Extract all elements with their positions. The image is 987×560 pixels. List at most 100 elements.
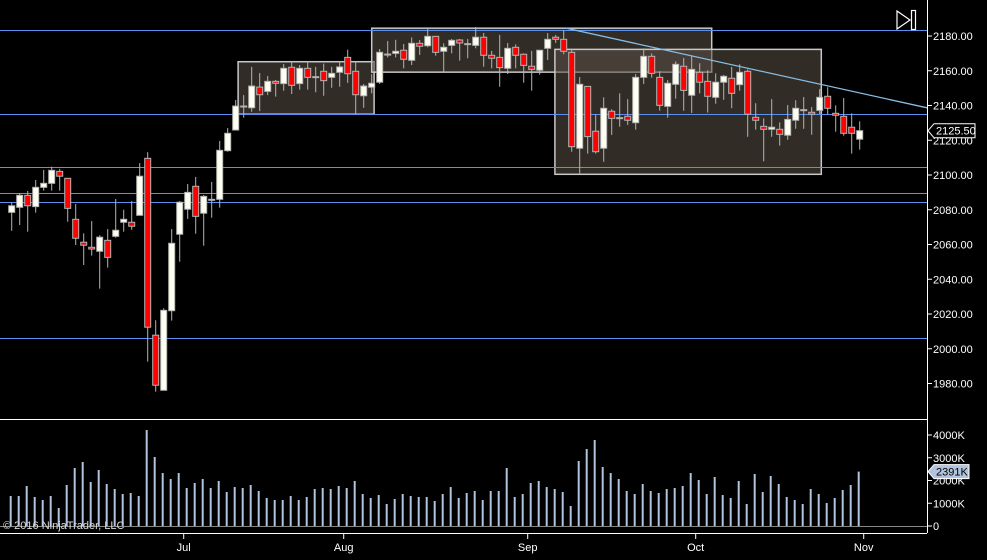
volume-bar — [593, 440, 596, 526]
trendline-group — [565, 27, 928, 109]
candle — [392, 39, 400, 58]
candle-body-down — [416, 42, 424, 47]
candle — [144, 152, 152, 362]
candle — [624, 99, 632, 125]
candle — [400, 43, 408, 69]
candle — [224, 128, 232, 152]
volume-bar — [625, 491, 628, 526]
candle — [104, 229, 112, 268]
candle — [512, 44, 520, 69]
volume-bar — [785, 496, 788, 526]
candle — [832, 105, 840, 132]
price-tick-label: 2140.00 — [933, 101, 973, 113]
candle-body-down — [152, 334, 160, 386]
candle-body-up — [408, 42, 416, 61]
volume-bar — [17, 495, 20, 526]
candle — [240, 95, 248, 118]
volume-bar — [569, 506, 572, 526]
volume-tick-label: 1000K — [933, 498, 965, 510]
candle — [752, 103, 760, 130]
candle-body-up — [32, 186, 40, 208]
candle — [368, 74, 376, 94]
candle-body-up — [504, 47, 512, 69]
volume-bar — [249, 485, 252, 526]
volume-bar — [761, 492, 764, 526]
price-tick-label: 2080.00 — [933, 205, 973, 217]
volume-bar — [769, 475, 772, 526]
time-tick-label: Nov — [854, 542, 874, 554]
candle-body-up — [296, 67, 304, 85]
candle-body-down — [568, 51, 576, 148]
volume-bar — [793, 499, 796, 526]
candle-body-up — [184, 191, 192, 210]
candle-body-down — [104, 239, 112, 258]
candle-body-down — [496, 56, 504, 69]
volume-bar — [49, 495, 52, 526]
volume-bar — [153, 456, 156, 526]
candle-body-down — [352, 70, 360, 96]
volume-bar — [369, 497, 372, 526]
candle-body-up — [784, 118, 792, 136]
time-tick-label: Oct — [687, 542, 704, 554]
price-tick-label: 2180.00 — [933, 31, 973, 43]
rectangle-zone — [554, 48, 823, 176]
candle — [432, 35, 440, 56]
candle — [112, 198, 120, 238]
candle — [456, 38, 464, 61]
candle — [776, 122, 784, 146]
candle-body-down — [400, 49, 408, 60]
candle-body-up — [720, 75, 728, 83]
volume-bar — [753, 474, 756, 526]
candle-body-down — [272, 80, 280, 84]
candle — [216, 140, 224, 208]
candle-body-up — [472, 36, 480, 46]
volume-bar — [737, 481, 740, 526]
volume-bar — [169, 478, 172, 526]
candle-body-up — [208, 198, 216, 201]
candle-body-down — [64, 177, 72, 209]
volume-bar — [137, 495, 140, 526]
candle-body-down — [656, 76, 664, 106]
volume-bar — [217, 481, 220, 526]
volume-bar — [657, 493, 660, 526]
candle-body-down — [592, 130, 600, 153]
scroll-to-end-icon[interactable] — [895, 9, 919, 31]
candle — [488, 50, 496, 69]
candle — [264, 75, 272, 96]
volume-bar — [305, 496, 308, 526]
candle — [376, 49, 384, 84]
candle-body-up — [168, 242, 176, 312]
volume-bar — [697, 479, 700, 526]
candle-body-down — [56, 170, 64, 177]
candle — [280, 63, 288, 91]
candle-body-up — [328, 72, 336, 78]
candle-body-down — [584, 85, 592, 138]
candle — [64, 177, 72, 222]
trendline — [565, 27, 928, 109]
volume-bar — [177, 473, 180, 526]
volume-bar — [121, 494, 124, 526]
candle — [680, 58, 688, 111]
candle — [440, 43, 448, 72]
copyright-text: © 2016 NinjaTrader, LLC — [3, 520, 125, 532]
candle — [360, 83, 368, 108]
candle — [248, 66, 256, 112]
volume-bar — [481, 499, 484, 526]
candle-body-down — [648, 55, 656, 74]
candle — [48, 166, 56, 191]
candle-body-up — [616, 117, 624, 120]
candle — [632, 74, 640, 130]
volume-bar — [497, 491, 500, 526]
candle-body-up — [440, 46, 448, 52]
candle-body-up — [8, 205, 16, 213]
candle-body-down — [192, 185, 200, 217]
volume-bar — [801, 504, 804, 526]
volume-bar — [281, 499, 284, 526]
price-tick-label: 1980.00 — [933, 379, 973, 391]
candle — [304, 61, 312, 90]
candle-body-up — [672, 63, 680, 85]
candle — [688, 56, 696, 113]
volume-bar — [377, 495, 380, 526]
candle — [560, 30, 568, 55]
